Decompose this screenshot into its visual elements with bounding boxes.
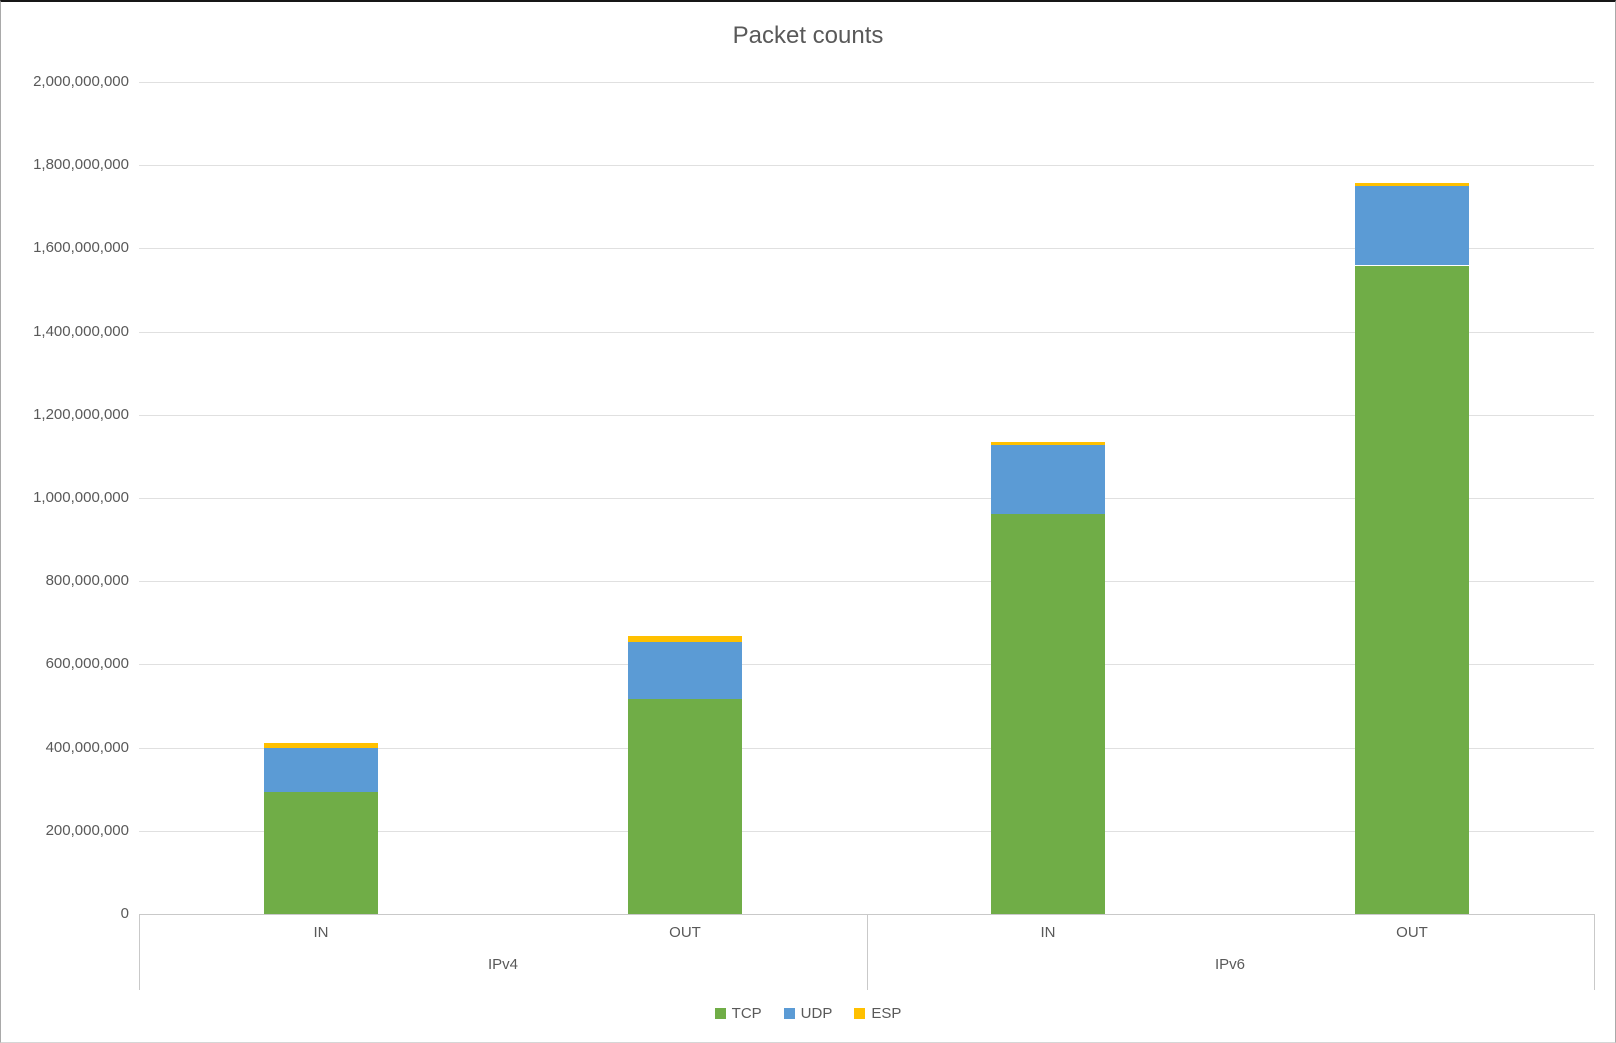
category-divider — [867, 914, 868, 990]
category-label: OUT — [669, 924, 701, 941]
category-divider — [139, 914, 140, 990]
group-label: IPv6 — [1214, 956, 1245, 973]
y-axis-tick-label: 2,000,000,000 — [33, 73, 129, 90]
bar-segment-esp — [1355, 183, 1469, 186]
legend-item: UDP — [783, 1005, 833, 1022]
category-label: OUT — [1396, 924, 1428, 941]
bar-segment-tcp — [264, 792, 378, 914]
bar-segment-tcp — [628, 699, 742, 914]
legend-item: ESP — [854, 1005, 901, 1022]
chart-title: Packet counts — [732, 22, 884, 49]
gridline — [139, 248, 1594, 249]
group-label: IPv4 — [487, 956, 518, 973]
bar-segment-esp — [264, 742, 378, 748]
y-axis-tick-label: 800,000,000 — [45, 572, 129, 589]
category-divider — [1594, 914, 1595, 990]
legend-label: ESP — [871, 1005, 902, 1022]
gridline — [139, 498, 1594, 499]
bar-segment-udp — [991, 444, 1105, 514]
gridline — [139, 415, 1594, 416]
gridline — [139, 165, 1594, 166]
bar-segment-tcp — [991, 513, 1105, 914]
legend-swatch-tcp — [714, 1008, 726, 1019]
gridline — [139, 831, 1594, 832]
bar-segment-udp — [628, 641, 742, 700]
gridline — [139, 748, 1594, 749]
y-axis-tick-label: 1,400,000,000 — [33, 323, 129, 340]
legend-swatch-esp — [854, 1008, 866, 1019]
y-axis-tick-label: 1,800,000,000 — [33, 156, 129, 173]
y-axis-tick-label: 1,000,000,000 — [33, 489, 129, 506]
y-axis-tick-label: 600,000,000 — [45, 655, 129, 672]
y-axis-tick-label: 200,000,000 — [45, 822, 129, 839]
gridline — [139, 332, 1594, 333]
legend-label: UDP — [800, 1005, 833, 1022]
gridline — [139, 581, 1594, 582]
gridline — [139, 82, 1594, 83]
category-label: IN — [1040, 924, 1056, 941]
x-axis-line — [139, 914, 1594, 915]
y-axis-tick-label: 0 — [120, 905, 129, 922]
bar-segment-tcp — [1355, 265, 1469, 914]
bar-segment-udp — [264, 748, 378, 793]
y-axis-tick-label: 400,000,000 — [45, 739, 129, 756]
y-axis-tick-label: 1,600,000,000 — [33, 239, 129, 256]
category-label: IN — [313, 924, 329, 941]
y-axis-tick-label: 1,200,000,000 — [33, 406, 129, 423]
legend: TCP UDP ESP — [1, 1005, 1615, 1022]
gridline — [139, 664, 1594, 665]
legend-swatch-udp — [783, 1008, 795, 1019]
legend-item: TCP — [714, 1005, 762, 1022]
bar-segment-udp — [1355, 185, 1469, 266]
bar-segment-esp — [991, 442, 1105, 445]
legend-label: TCP — [731, 1005, 762, 1022]
bar-segment-esp — [628, 636, 742, 642]
